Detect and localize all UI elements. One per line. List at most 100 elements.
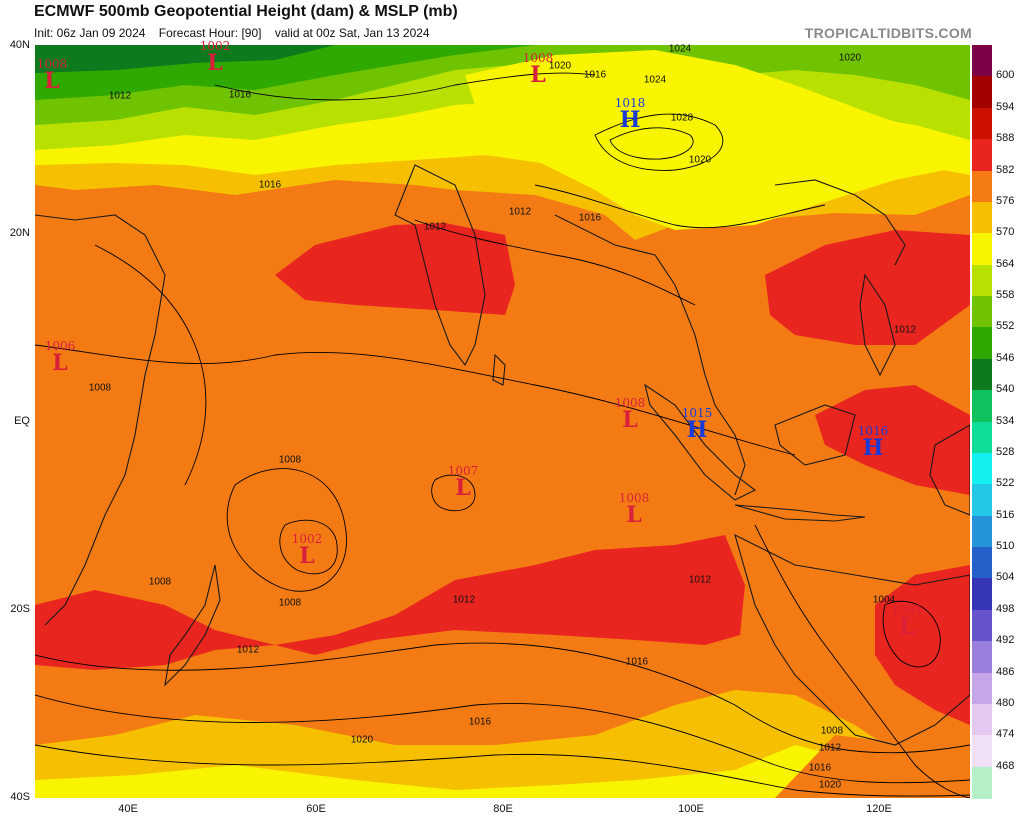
isobar-1012-africa [94,244,207,486]
colorbar-label: 522 [996,477,1015,490]
indochina-coastline [554,214,746,496]
colorbar-cell [972,170,992,203]
lat-label: 40N [9,39,30,51]
isobar-label: 1020 [688,154,712,166]
low-pressure-label: 1002 L [292,533,323,567]
colorbar-label: 516 [996,508,1015,521]
lon-label: 40E [118,803,138,815]
height-546-band [35,45,335,73]
colorbar-cell [972,327,992,360]
newguinea-coastline [929,424,970,516]
isobar-label: 1012 [452,594,476,606]
isobar-1004-low [279,519,338,575]
isobars [35,72,970,798]
colorbar-label: 468 [996,759,1015,772]
pressure-value: 1008 [614,396,646,410]
low-pressure-label: 1008 L [619,492,650,526]
valid-time: valid at 00z Sat, Jan 13 2024 [274,26,430,40]
colorbar-cell [972,201,992,234]
colorbar-cell [972,264,992,297]
colorbar-cell [972,578,992,611]
lat-label: 40S [10,791,30,803]
isobar-1008-north [214,72,596,101]
pressure-letter: H [862,435,884,461]
isobar-label: 1012 [893,324,917,336]
isobar-label: 1016 [578,212,602,224]
isobar-label: 1012 [818,742,842,754]
pressure-value: 1002 [199,39,231,53]
pressure-value: 1015 [681,406,713,420]
low-pressure-label: 1008 L [37,58,68,92]
isobar-1020-south [35,744,970,797]
isobar-1028-high [609,127,694,160]
pressure-letter: H [619,107,641,133]
colorbar-label: 594 [996,100,1015,113]
colorbar-cell [972,107,992,140]
low-pressure-label: 1002 L [200,40,231,74]
colorbar-cell [972,484,992,517]
colorbar-label: 498 [996,602,1015,615]
colorbar-cell [972,45,992,77]
isobar-1004-australia [882,600,941,668]
pressure-value: 1008 [522,51,554,65]
isobar-1012-equator [35,344,796,456]
height-588-australia [875,565,970,725]
isobar-label: 1012 [688,574,712,586]
colorbar [972,45,992,799]
colorbar-label: 570 [996,226,1015,239]
colorbar-cell [972,421,992,454]
pressure-letter: L [899,614,915,640]
colorbar-label: 564 [996,257,1015,270]
isobar-1016-asia [534,184,826,229]
high-pressure-label: 1016 H [858,425,889,459]
low-pressure-label: 1008 L [615,397,646,431]
height-588-india [275,223,515,315]
colorbar-label: 510 [996,540,1015,552]
colorbar-cell [972,609,992,642]
isobar-label: 1020 [350,734,374,746]
pressure-value: 1018 [614,96,646,110]
colorbar-label: 474 [996,728,1015,741]
tibet-high-570 [465,50,970,230]
low-pressure-label: 1006 L [45,340,76,374]
java-coastline [734,504,866,522]
colorbar-cell [972,390,992,422]
isobar-label: 1016 [228,89,252,101]
madagascar-coastline [164,564,221,687]
isobar-label: 1008 [148,576,172,588]
colorbar-label: 552 [996,320,1015,333]
init-time: Init: 06z Jan 09 2024 [34,26,146,40]
pressure-letter: L [455,475,471,501]
borneo-coastline [774,404,856,466]
philippines-coastline [859,273,896,377]
pressure-letter: L [44,68,60,94]
isobar-label: 1016 [583,69,607,81]
isobar-1008-australia [754,524,970,798]
colorbar-label: 486 [996,665,1015,678]
isobar-label: 1008 [278,597,302,609]
colorbar-cell [972,547,992,579]
pressure-value: 1001 [891,603,923,617]
colorbar-cell [972,515,992,548]
colorbar-cell [972,358,992,391]
isobar-label: 1016 [625,656,649,668]
low-pressure-label: 1008 L [523,52,554,86]
forecast-hour: Forecast Hour: [90] [158,26,262,40]
africa-coastline [35,214,166,626]
map-canvas [35,45,970,798]
colorbar-cell [972,139,992,171]
lat-label: 20S [10,603,30,615]
pressure-letter: L [530,62,546,88]
isobar-label: 1020 [818,779,842,791]
isobar-label: 1012 [508,206,532,218]
isobar-label: 1020 [838,52,862,64]
colorbar-label: 600 [996,69,1015,82]
colorbar-label: 504 [996,571,1015,584]
isobar-label: 1012 [423,221,447,233]
pressure-letter: L [622,407,638,433]
height-588-philippines [765,230,970,345]
colorbar-label: 534 [996,414,1015,427]
lon-label: 100E [678,803,704,815]
colorbar-label: 558 [996,289,1015,301]
isobar-label: 1016 [808,762,832,774]
